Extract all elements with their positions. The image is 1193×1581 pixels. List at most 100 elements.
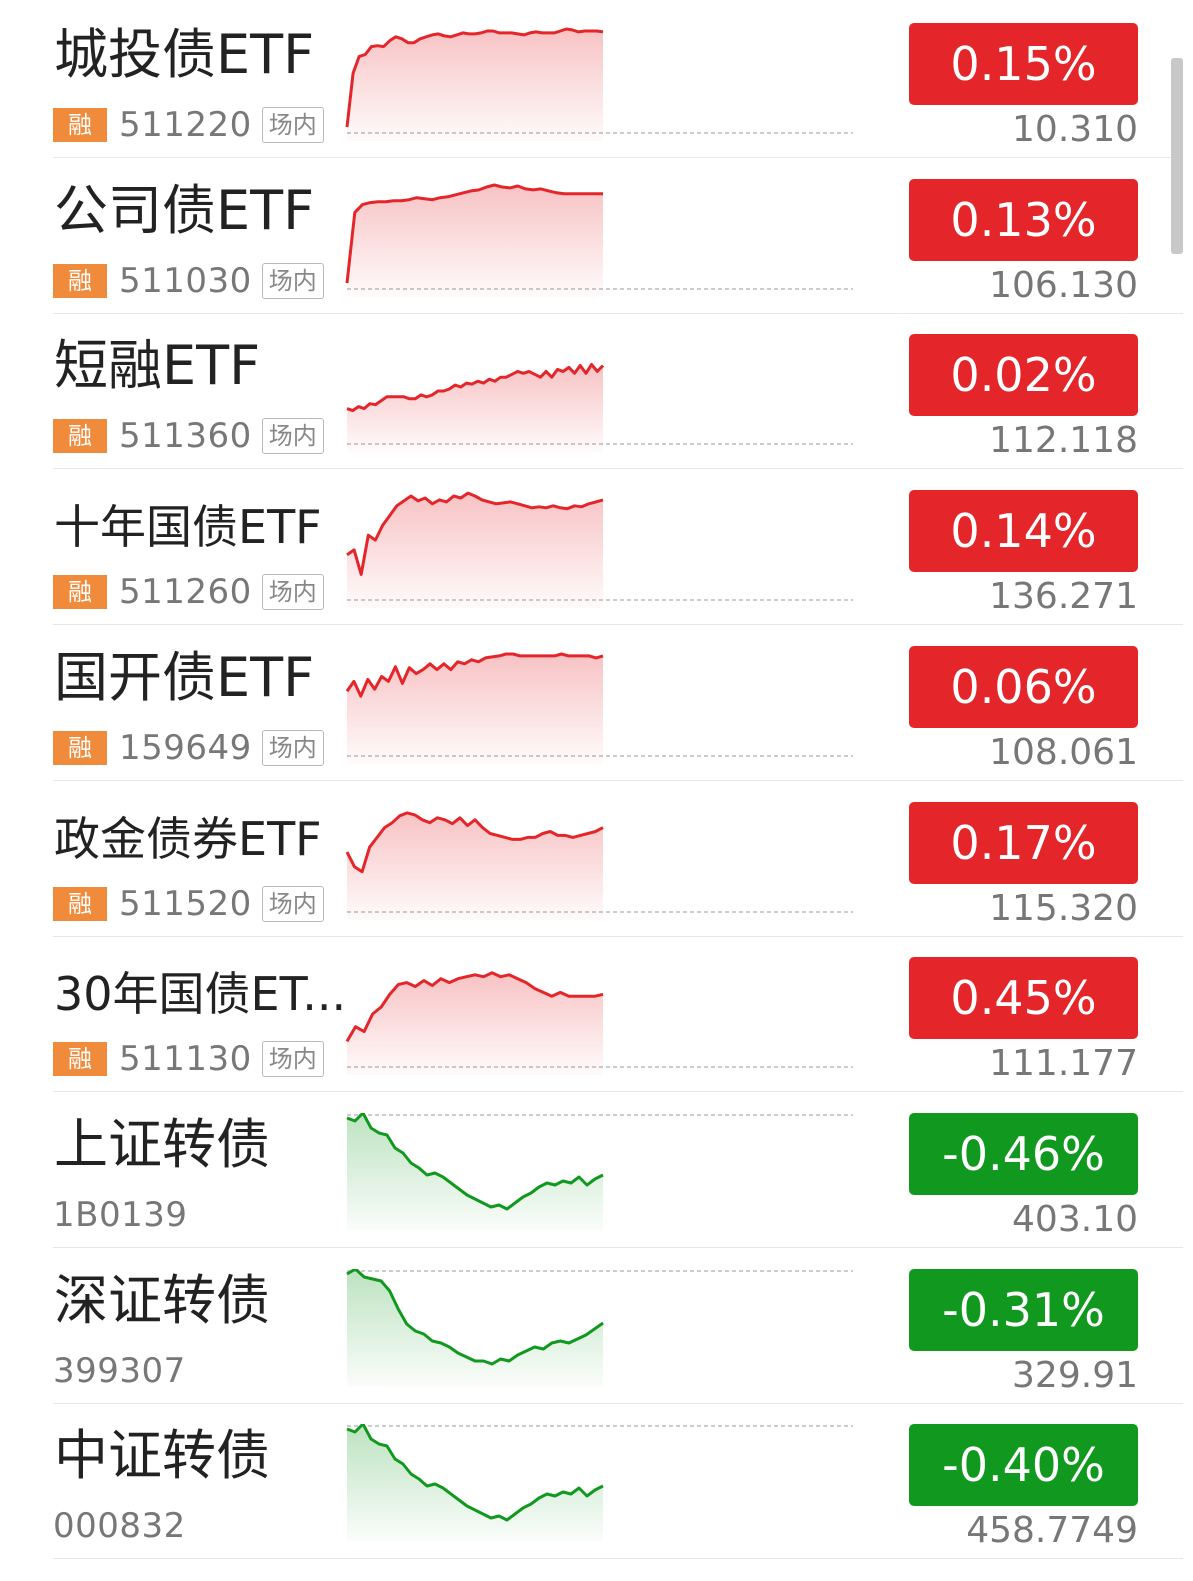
security-name: 公司债ETF	[54, 178, 315, 242]
change-percent-badge[interactable]: -0.46%	[909, 1112, 1138, 1195]
change-percent-badge[interactable]: 0.14%	[909, 490, 1138, 573]
sparkline-area	[347, 972, 603, 1076]
security-meta: 000832	[53, 1506, 186, 1546]
sparkline-area	[347, 653, 603, 764]
security-name: 短融ETF	[54, 334, 261, 398]
margin-badge: 融	[53, 1042, 107, 1077]
last-price: 458.7749	[966, 1510, 1138, 1552]
margin-badge: 融	[53, 263, 107, 298]
market-badge: 场内	[261, 1041, 324, 1078]
sparkline-line	[345, 27, 604, 128]
list-item[interactable]: 政金债券ETF 融 511520 场内 0.17% 115.320	[0, 782, 1183, 937]
security-name: 十年国债ETF	[54, 500, 322, 555]
margin-badge: 融	[53, 730, 107, 765]
sparkline-line	[346, 1268, 604, 1366]
security-code: 1B0139	[53, 1194, 188, 1235]
security-code: 511520	[119, 883, 252, 924]
sparkline-line	[346, 363, 605, 413]
scrollbar[interactable]	[1171, 58, 1183, 254]
row-divider	[53, 1558, 1183, 1560]
last-price: 403.10	[1012, 1198, 1138, 1240]
security-code: 399307	[53, 1350, 186, 1391]
sparkline-area	[347, 812, 603, 920]
list-item[interactable]: 深证转债 399307 -0.31% 329.91	[0, 1249, 1183, 1404]
security-name: 政金债券ETF	[54, 811, 322, 866]
change-percent-badge[interactable]: 0.06%	[909, 645, 1138, 728]
sparkline-chart	[345, 183, 853, 297]
list-item[interactable]: 公司债ETF 融 511030 场内 0.13% 106.130	[0, 159, 1183, 314]
row-divider	[53, 624, 1183, 626]
market-badge: 场内	[261, 262, 324, 299]
security-meta: 融 511520 场内	[53, 884, 324, 924]
security-name: 深证转债	[54, 1268, 270, 1332]
last-price: 106.130	[989, 264, 1138, 306]
sparkline-chart	[345, 971, 853, 1076]
sparkline-line	[345, 652, 604, 698]
last-price: 136.271	[989, 576, 1138, 618]
change-percent-badge[interactable]: -0.40%	[909, 1424, 1138, 1507]
sparkline-area	[347, 1112, 603, 1231]
sparkline-line	[346, 1424, 604, 1522]
security-code: 511130	[119, 1039, 252, 1080]
change-percent-badge[interactable]: 0.45%	[909, 957, 1138, 1040]
security-name: 国开债ETF	[54, 645, 315, 709]
last-price: 111.177	[989, 1043, 1138, 1085]
change-percent-badge[interactable]: -0.31%	[909, 1268, 1138, 1351]
sparkline-chart	[345, 27, 853, 141]
sparkline-chart	[346, 1112, 853, 1231]
list-item[interactable]: 上证转债 1B0139 -0.46% 403.10	[0, 1093, 1183, 1248]
row-divider	[53, 779, 1183, 781]
security-name: 上证转债	[54, 1112, 270, 1176]
last-price: 329.91	[1012, 1354, 1138, 1396]
row-divider	[53, 1091, 1183, 1093]
security-meta: 融 511130 场内	[53, 1039, 324, 1079]
last-price: 108.061	[989, 731, 1138, 773]
sparkline-line	[346, 1112, 604, 1211]
market-badge: 场内	[261, 107, 324, 143]
list-item[interactable]: 城投债ETF 融 511220 场内 0.15% 10.310	[0, 3, 1183, 158]
sparkline-line	[345, 810, 604, 873]
security-meta: 融 511360 场内	[53, 416, 324, 456]
sparkline-chart	[346, 1424, 853, 1543]
change-percent-badge[interactable]: 0.15%	[909, 23, 1138, 105]
list-item[interactable]: 中证转债 000832 -0.40% 458.7749	[0, 1404, 1183, 1560]
list-item[interactable]: 十年国债ETF 融 511260 场内 0.14% 136.271	[0, 470, 1183, 626]
sparkline-area	[347, 364, 603, 453]
security-meta: 融 511030 场内	[53, 261, 324, 301]
margin-badge: 融	[53, 419, 107, 454]
margin-badge: 融	[53, 108, 107, 142]
sparkline-line	[346, 491, 604, 576]
security-name: 30年国债ET...	[54, 967, 347, 1022]
security-meta: 融 511260 场内	[53, 572, 324, 612]
sparkline-area	[347, 29, 603, 141]
market-badge: 场内	[261, 885, 324, 922]
change-percent-badge[interactable]: 0.13%	[909, 178, 1138, 261]
sparkline-chart	[345, 652, 853, 764]
sparkline-chart	[345, 810, 853, 920]
row-divider	[53, 1402, 1183, 1404]
row-divider	[53, 157, 1183, 158]
change-percent-badge[interactable]: 0.02%	[909, 334, 1138, 417]
security-meta: 1B0139	[53, 1195, 187, 1235]
security-name: 城投债ETF	[54, 23, 315, 86]
sparkline-line	[345, 183, 603, 283]
row-divider	[53, 1246, 1183, 1248]
list-item[interactable]: 30年国债ET... 融 511130 场内 0.45% 111.177	[0, 937, 1183, 1093]
sparkline-area	[347, 493, 603, 609]
security-meta: 融 511220 场内	[53, 105, 324, 145]
security-meta: 399307	[53, 1351, 186, 1391]
margin-badge: 融	[53, 575, 107, 610]
last-price: 10.310	[1012, 109, 1138, 150]
security-code: 159649	[119, 727, 252, 768]
list-item[interactable]: 短融ETF 融 511360 场内 0.02% 112.118	[0, 314, 1183, 470]
security-code: 511360	[119, 416, 252, 457]
sparkline-area	[347, 184, 603, 297]
sparkline-chart	[346, 491, 853, 609]
list-item[interactable]: 国开债ETF 融 159649 场内 0.06% 108.061	[0, 626, 1183, 781]
market-badge: 场内	[261, 574, 324, 611]
margin-badge: 融	[53, 886, 107, 921]
sparkline-chart	[346, 1268, 853, 1387]
security-code: 511030	[119, 260, 252, 301]
sparkline-chart	[346, 363, 853, 453]
change-percent-badge[interactable]: 0.17%	[909, 801, 1138, 884]
